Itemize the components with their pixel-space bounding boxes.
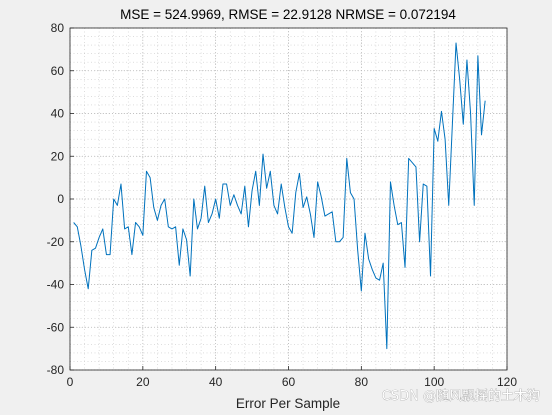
y-tick-label: -20 — [47, 235, 65, 249]
x-tick-label: 60 — [282, 375, 296, 389]
y-axis-ticks: -80 -60 -40 -20 0 20 40 60 80 — [47, 21, 74, 377]
series-group — [73, 42, 486, 350]
series-line — [73, 42, 486, 350]
watermark-text: CSDN @随风飘摇的土木狗 — [382, 388, 540, 404]
y-tick-label: 20 — [51, 149, 65, 163]
x-tick-label: 120 — [497, 375, 517, 389]
y-tick-label: -80 — [47, 363, 65, 377]
chart-title: MSE = 524.9969, RMSE = 22.9128 NRMSE = 0… — [120, 7, 456, 22]
y-tick-label: -40 — [47, 278, 65, 292]
x-tick-label: 40 — [209, 375, 223, 389]
x-axis-label: Error Per Sample — [236, 396, 340, 411]
x-tick-label: 100 — [424, 375, 444, 389]
y-tick-label: 40 — [51, 107, 65, 121]
y-tick-label: 80 — [51, 21, 65, 35]
x-tick-label: 80 — [355, 375, 369, 389]
y-tick-label: -60 — [47, 320, 65, 334]
y-tick-label: 0 — [57, 192, 64, 206]
x-tick-label: 0 — [67, 375, 74, 389]
x-tick-label: 20 — [136, 375, 150, 389]
y-tick-label: 60 — [51, 64, 65, 78]
x-axis-ticks: 0 20 40 60 80 100 120 — [67, 366, 517, 389]
